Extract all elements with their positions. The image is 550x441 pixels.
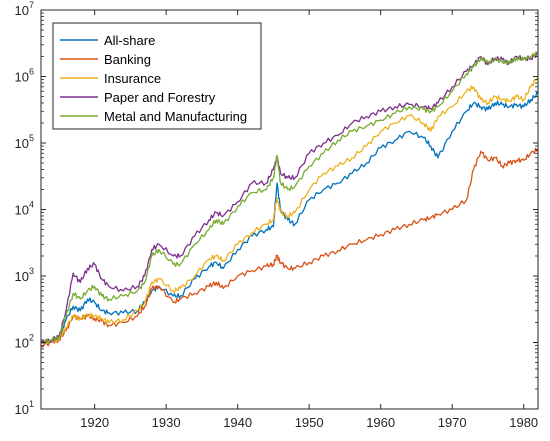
- y-tick-label: 103: [15, 266, 34, 284]
- x-tick-label: 1980: [509, 415, 538, 430]
- x-tick-labels: 1920 1930 1940 1950 1960 1970 1980: [80, 415, 538, 430]
- x-tick-label: 1960: [366, 415, 395, 430]
- legend: All-share Banking Insurance Paper and Fores…: [52, 22, 262, 130]
- y-tick-label: 102: [15, 333, 34, 351]
- x-tick-label: 1940: [223, 415, 252, 430]
- x-tick-label: 1930: [152, 415, 181, 430]
- y-tick-label: 106: [15, 67, 34, 85]
- y-tick-label: 105: [15, 133, 34, 151]
- x-tick-label: 1950: [295, 415, 324, 430]
- x-tick-label: 1920: [80, 415, 109, 430]
- legend-items: All-share Banking Insurance Paper and Fores…: [60, 33, 247, 124]
- y-tick-label: 101: [15, 399, 34, 417]
- series-layer: [40, 51, 539, 348]
- y-tick-labels: 101 102 103 104 105 106 107: [15, 0, 34, 417]
- y-tick-label: 104: [15, 200, 34, 218]
- series-line-1: [40, 91, 539, 345]
- series-line-3: [40, 76, 539, 345]
- legend-label-3: Insurance: [104, 71, 161, 86]
- series-line-2: [40, 147, 539, 348]
- series-line-5: [40, 51, 539, 344]
- x-tick-label: 1970: [438, 415, 467, 430]
- legend-label-2: Banking: [104, 52, 151, 67]
- legend-label-1: All-share: [104, 33, 155, 48]
- tick-layer: [41, 9, 538, 410]
- y-tick-label: 107: [15, 0, 34, 18]
- legend-label-4: Paper and Forestry: [104, 90, 216, 105]
- legend-label-5: Metal and Manufacturing: [104, 109, 247, 124]
